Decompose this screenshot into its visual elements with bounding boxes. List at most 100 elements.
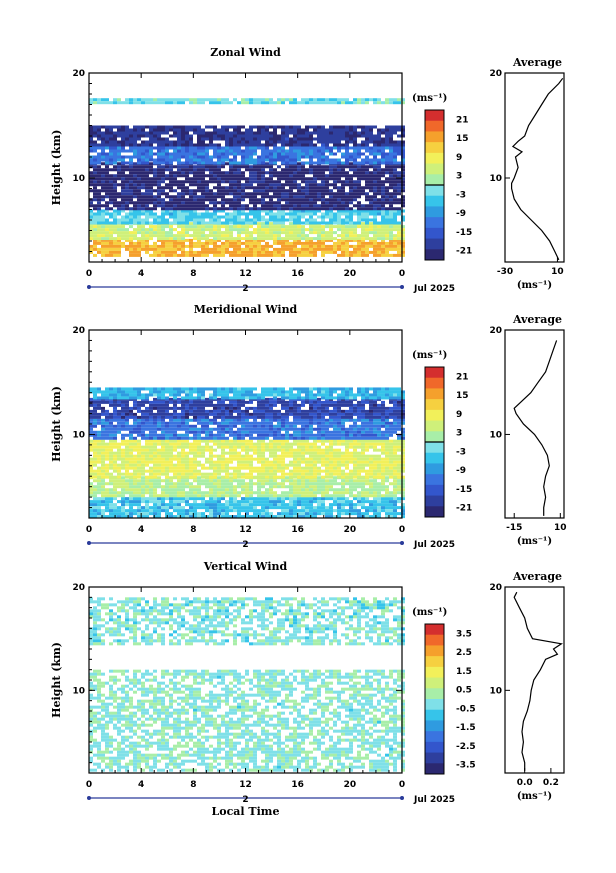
heatmap-cell [157,509,161,513]
heatmap-cell [177,234,181,238]
heatmap-cell [125,244,129,248]
heatmap-cell [337,506,341,510]
heatmap-cell [281,155,285,159]
heatmap-cell [233,506,237,510]
heatmap-cell [265,237,269,241]
heatmap-cell [165,479,169,483]
colorbar-segment [425,227,444,240]
heatmap-cell [245,503,249,507]
heatmap-cell [229,228,233,232]
heatmap-cell [165,488,169,492]
heatmap-cell [321,479,325,483]
heatmap-cell [209,482,213,486]
heatmap-cell [109,101,113,105]
heatmap-cell [157,152,161,156]
heatmap-cell [373,228,377,232]
heatmap-cell [233,238,237,242]
heatmap-cell [169,146,173,150]
heatmap-cell [205,448,209,452]
heatmap-cell [185,212,189,216]
heatmap-cell [245,101,249,105]
heatmap-cell [205,192,209,196]
heatmap-cell [317,171,321,175]
heatmap-cell [105,250,109,254]
heatmap-cell [289,137,293,141]
heatmap-cell [393,171,397,175]
heatmap-cell [377,204,381,208]
heatmap-cell [333,218,337,222]
heatmap-cell [101,155,105,159]
heatmap-cell [373,515,377,519]
heatmap-cell [281,143,285,147]
heatmap-cell [389,218,393,222]
heatmap-cell [189,234,193,238]
heatmap-cell [117,506,121,510]
heatmap-cell [181,198,185,202]
heatmap-cell [165,454,169,458]
heatmap-cell [269,231,273,235]
heatmap-cell [241,189,245,193]
heatmap-cell [169,225,173,229]
heatmap-cell [129,238,133,242]
heatmap-cell [241,448,245,452]
heatmap-cell [305,488,309,492]
heatmap-cell [145,442,149,446]
heatmap-cell [165,183,169,187]
heatmap-cell [389,192,393,196]
heatmap-cell [185,140,189,144]
heatmap-cell [349,503,353,507]
heatmap-cell [389,509,393,513]
heatmap-cell [101,497,105,501]
heatmap-cell [393,457,397,461]
heatmap-cell [209,212,213,216]
heatmap-cell [325,146,329,150]
heatmap-cell [385,457,389,461]
heatmap-cell [389,207,393,211]
heatmap-cell [333,131,337,135]
heatmap-cell [381,457,385,461]
heatmap-cell [397,143,401,147]
heatmap-cell [261,131,265,135]
heatmap-cell [393,189,397,193]
heatmap-cell [97,204,101,208]
heatmap-cell [361,174,365,178]
heatmap-cell [173,134,177,138]
heatmap-cell [369,228,373,232]
heatmap-cell [161,212,165,216]
heatmap-cell [169,189,173,193]
heatmap-cell [145,221,149,225]
heatmap-cell [369,494,373,498]
heatmap-cell [385,244,389,248]
heatmap-cell [341,253,345,257]
heatmap-cell [225,244,229,248]
heatmap-cell [97,482,101,486]
heatmap-cell [133,228,137,232]
heatmap-cell [369,250,373,254]
heatmap-cell [101,212,105,216]
heatmap-cell [189,222,193,226]
heatmap-cell [173,238,177,242]
heatmap-cell [265,134,269,138]
heatmap-cell [389,195,393,199]
heatmap-cell [237,161,241,165]
heatmap-cell [129,448,133,452]
heatmap-cell [161,451,165,455]
heatmap-cell [89,149,93,153]
heatmap-cell [181,225,185,229]
heatmap-cell [313,460,317,464]
heatmap-cell [185,137,189,141]
heatmap-cell [373,171,377,175]
heatmap-cell [389,234,393,238]
heatmap-cell [149,212,153,216]
heatmap-cell [281,228,285,232]
heatmap-cell [177,439,181,443]
heatmap-cell [217,158,221,162]
heatmap-cell [385,494,389,498]
heatmap-cell [313,439,317,443]
heatmap-cell [189,509,193,513]
heatmap-cell [313,500,317,504]
heatmap-cell [353,509,357,513]
heatmap-cell [201,128,205,132]
heatmap-cell [145,125,149,129]
heatmap-cell [129,161,133,165]
